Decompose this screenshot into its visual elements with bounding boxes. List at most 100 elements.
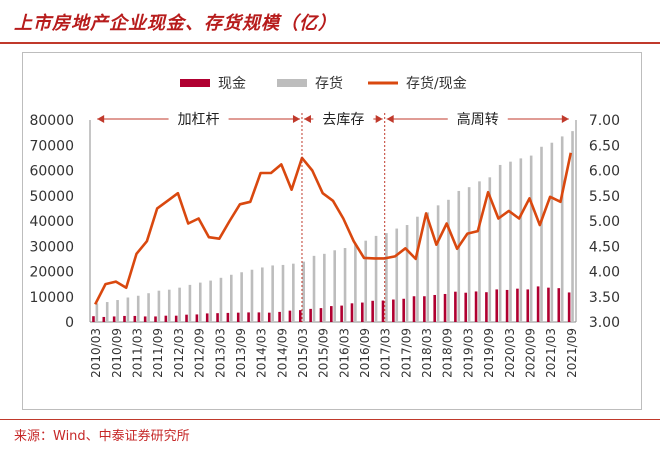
cash-bar: [226, 312, 230, 322]
inventory-bar: [188, 284, 192, 322]
cash-bar: [516, 288, 519, 322]
x-tick-label: 2021/09: [565, 328, 579, 378]
cash-bar: [443, 293, 447, 322]
inventory-bar: [405, 225, 409, 322]
cash-bar: [92, 316, 95, 322]
chart-title: 上市房地产企业现金、存货规模（亿）: [14, 13, 337, 34]
inventory-bar: [478, 181, 481, 322]
right-tick-label: 3.50: [589, 290, 620, 306]
inventory-bar: [457, 190, 461, 322]
cash-bar: [454, 291, 457, 322]
left-tick-label: 0: [65, 315, 74, 331]
x-tick-label: 2020/03: [503, 328, 517, 378]
inventory-bar: [126, 297, 130, 322]
inventory-bar: [333, 250, 336, 322]
cash-bar: [536, 286, 540, 322]
cash-bar: [143, 316, 147, 322]
inventory-bar: [147, 293, 150, 322]
inventory-bar: [395, 228, 399, 322]
cash-bar: [464, 292, 468, 322]
x-tick-label: 2021/03: [544, 328, 558, 378]
cash-bar: [526, 289, 530, 322]
phase-label: 去库存: [322, 112, 364, 128]
inventory-bar: [323, 253, 326, 322]
inventory-bar: [571, 131, 574, 322]
inventory-bar: [540, 146, 543, 322]
inventory-bar: [198, 282, 202, 322]
cash-bar: [309, 308, 312, 322]
cash-bar: [112, 316, 116, 322]
title-rule: [0, 42, 660, 44]
inventory-bar: [447, 199, 450, 322]
inventory-bar: [498, 164, 502, 322]
x-tick-label: 2014/09: [275, 328, 289, 378]
inventory-bar: [312, 255, 316, 322]
cash-bar: [474, 291, 478, 322]
right-tick-label: 7.00: [589, 113, 620, 129]
cash-bar: [433, 294, 437, 322]
right-tick-label: 4.00: [589, 265, 620, 281]
inventory-bar: [354, 243, 357, 322]
left-tick-label: 10000: [29, 290, 74, 306]
cash-bar: [154, 316, 157, 322]
phase-label: 高周转: [457, 111, 499, 128]
left-tick-label: 60000: [29, 164, 74, 180]
inventory-bar: [157, 290, 161, 322]
cash-bar: [247, 312, 250, 322]
inventory-bar: [240, 272, 243, 322]
cash-bar: [319, 308, 323, 322]
inventory-bar: [560, 136, 564, 322]
right-tick-label: 5.50: [589, 189, 620, 205]
right-tick-label: 6.50: [589, 138, 620, 154]
source-note: 来源：Wind、中泰证券研究所: [14, 429, 190, 444]
x-tick-label: 2012/03: [172, 328, 186, 378]
cash-bar: [133, 315, 137, 322]
phase-arrow-head: [375, 115, 383, 123]
x-tick-label: 2017/09: [399, 328, 413, 378]
cash-bar: [392, 299, 395, 322]
inventory-bar: [167, 289, 171, 322]
cash-bar: [216, 313, 219, 322]
x-tick-label: 2018/03: [420, 328, 434, 378]
left-tick-label: 40000: [29, 214, 74, 230]
inventory-bar: [467, 187, 471, 322]
cash-bar: [174, 315, 178, 322]
left-tick-label: 30000: [29, 239, 74, 255]
x-tick-label: 2017/03: [379, 328, 393, 378]
x-tick-label: 2011/09: [151, 328, 165, 378]
inventory-bar: [364, 240, 368, 322]
x-tick-label: 2013/09: [234, 328, 248, 378]
x-tick-label: 2019/09: [482, 328, 496, 378]
inventory-bar: [509, 161, 512, 322]
x-tick-label: 2016/09: [358, 328, 372, 378]
x-tick-label: 2016/03: [337, 328, 351, 378]
x-tick-label: 2020/09: [523, 328, 537, 378]
inventory-bar: [178, 287, 181, 322]
phase-label: 加杠杆: [178, 112, 220, 128]
inventory-bar: [136, 295, 140, 322]
cash-bar: [205, 313, 209, 322]
x-tick-label: 2015/03: [296, 328, 310, 378]
inventory-bar: [292, 263, 295, 322]
legend-inventory-swatch: [277, 79, 307, 87]
cash-bar: [412, 296, 416, 322]
cash-bar: [485, 292, 488, 322]
cash-bar: [330, 306, 333, 322]
x-tick-label: 2019/03: [461, 328, 475, 378]
phase-arrow-head: [561, 115, 569, 123]
cash-bar: [164, 315, 168, 322]
cash-bar: [381, 300, 385, 322]
legend-inventory-label: 存货: [315, 75, 343, 92]
cash-bar: [123, 315, 126, 322]
cash-bar: [557, 288, 561, 322]
x-tick-label: 2010/03: [89, 328, 103, 378]
inventory-bar: [550, 142, 554, 322]
right-tick-label: 6.00: [589, 164, 620, 180]
inventory-bar: [519, 158, 523, 322]
inventory-bar: [374, 235, 378, 322]
cash-bar: [298, 310, 302, 322]
phase-arrow-head: [386, 115, 394, 123]
left-tick-label: 20000: [29, 265, 74, 281]
cash-bar: [195, 314, 199, 322]
